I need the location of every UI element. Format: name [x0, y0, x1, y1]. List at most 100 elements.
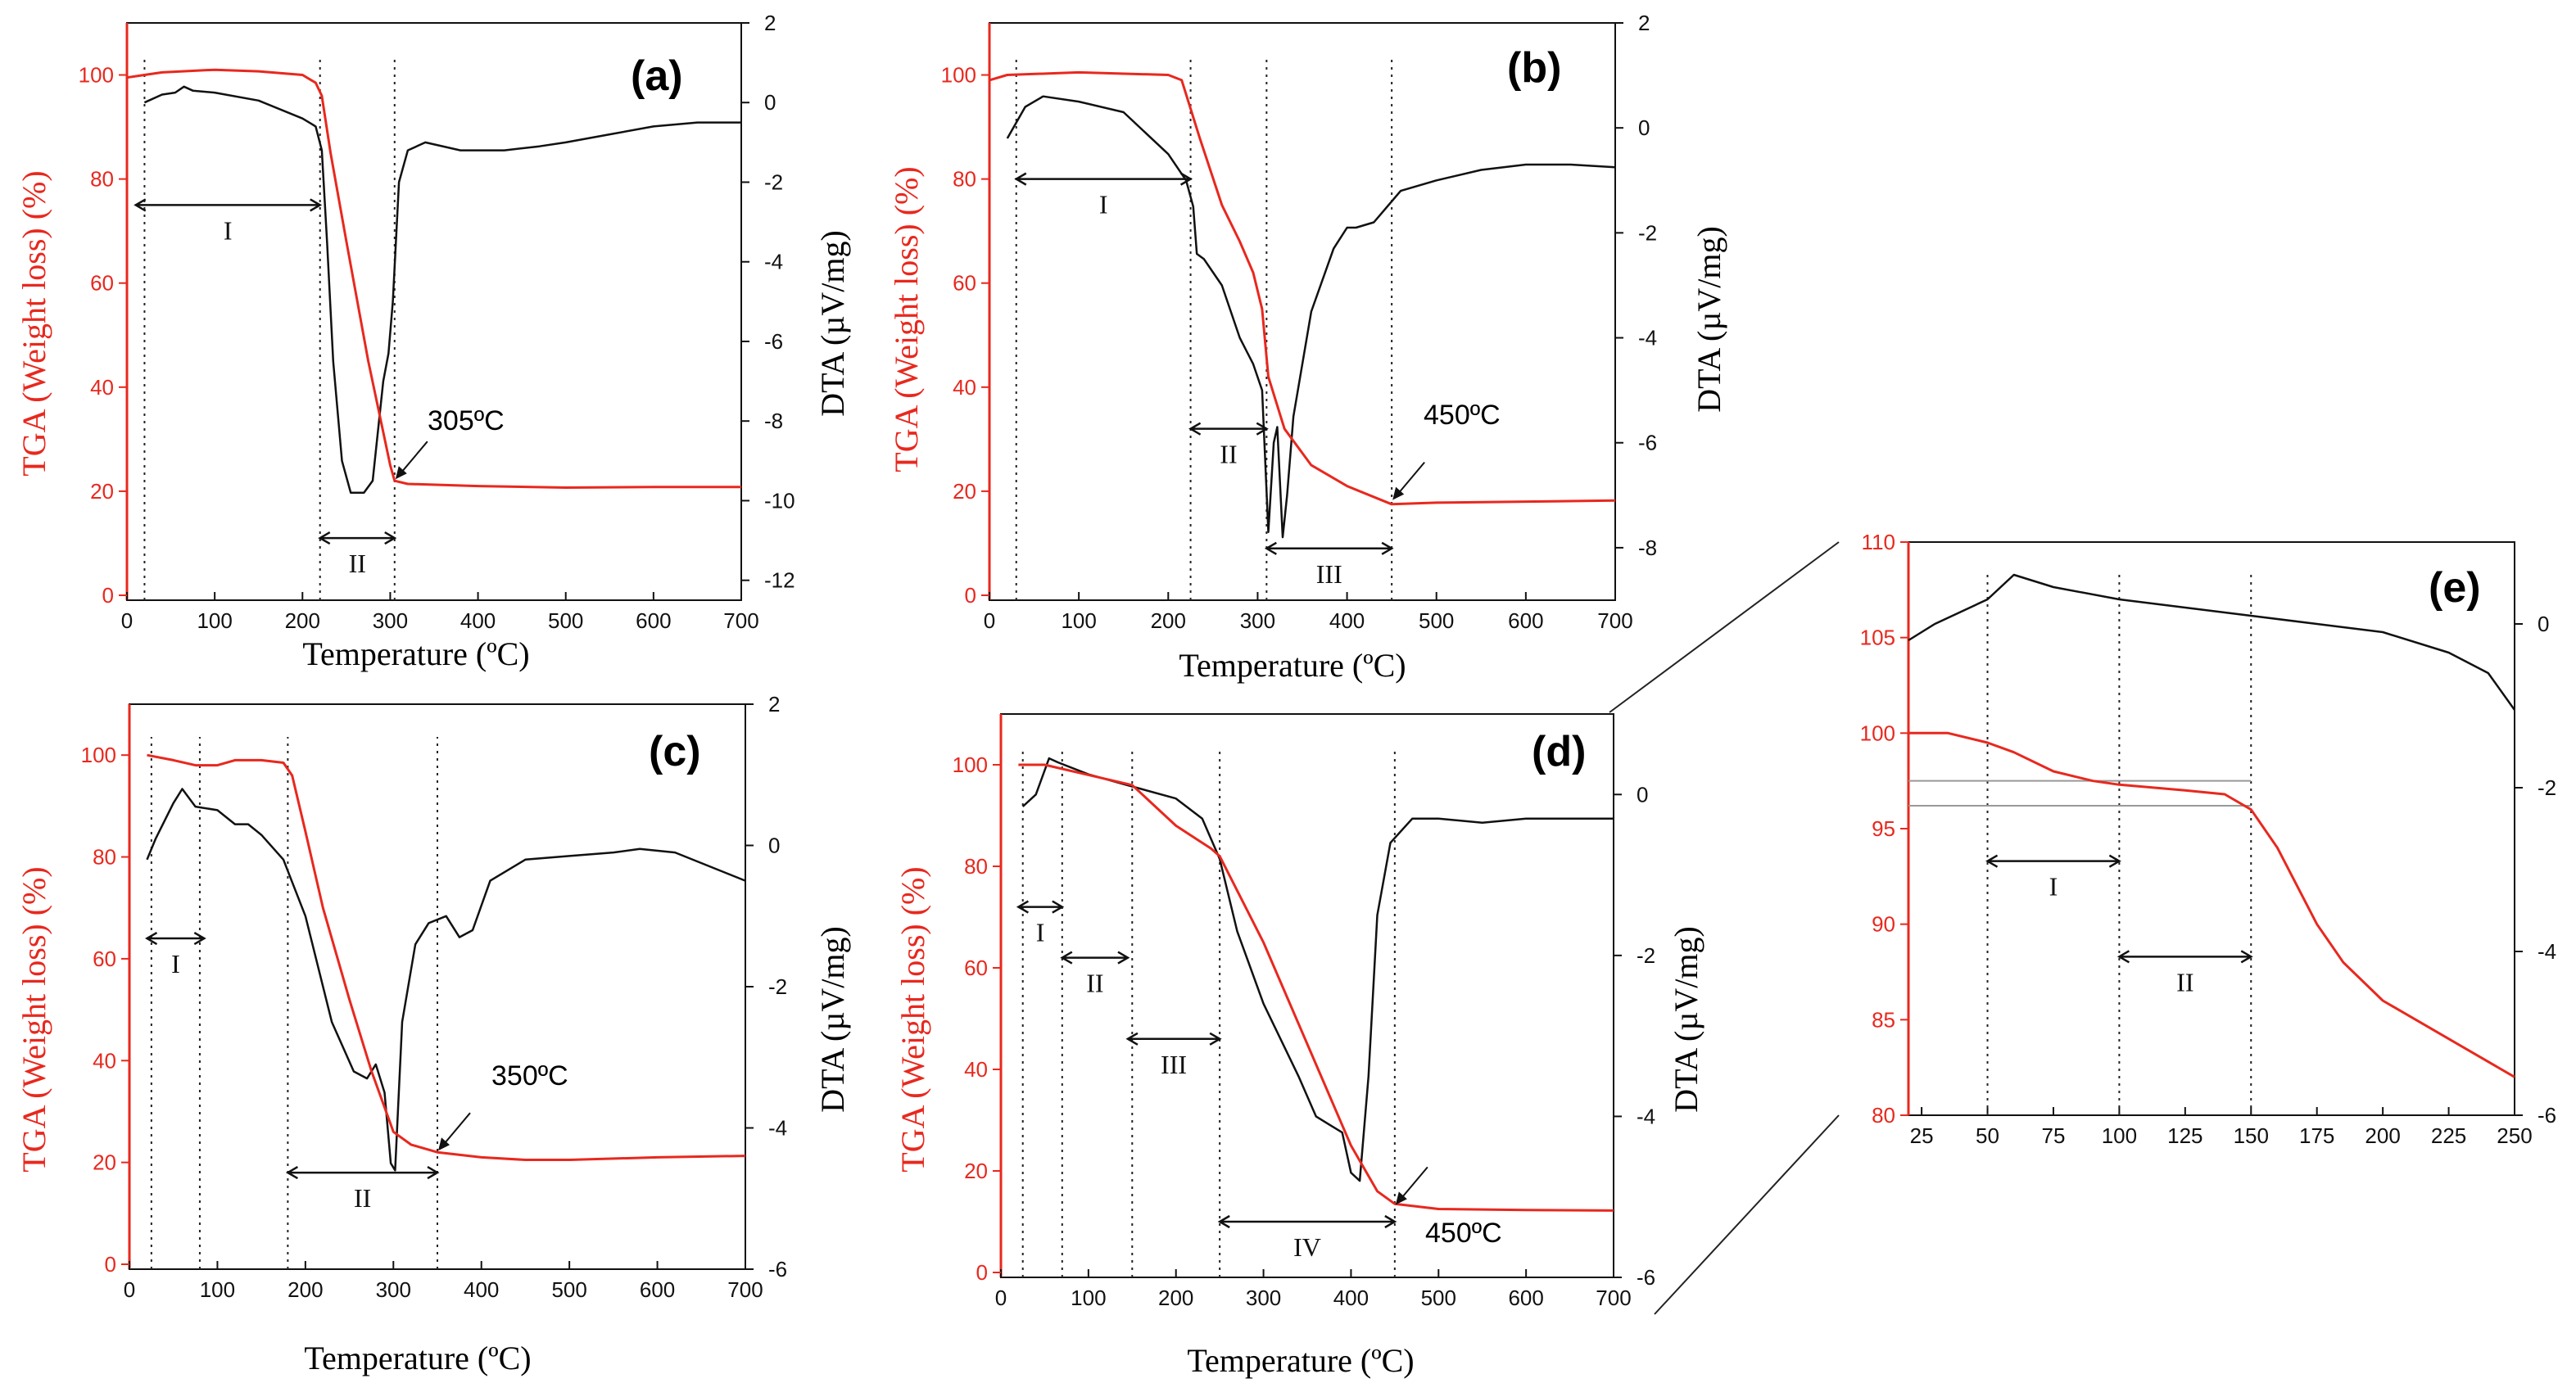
y2-tick-label: 0 — [768, 834, 780, 858]
y-tick-label: 20 — [964, 1159, 988, 1183]
y2-tick-label: -2 — [1638, 220, 1657, 245]
x-tick-label: 700 — [1597, 608, 1632, 633]
y2-tick-label: 2 — [764, 11, 776, 35]
y-tick-label: 100 — [941, 63, 976, 88]
y-tick-label: 40 — [964, 1057, 988, 1082]
annotation-arrowhead — [438, 1137, 450, 1151]
y2-tick-label: -6 — [768, 1257, 787, 1281]
x-tick-label: 400 — [1333, 1286, 1369, 1310]
y2-tick-label: 2 — [1638, 11, 1650, 35]
x-tick-label: 100 — [197, 608, 232, 633]
region-arrow — [318, 531, 397, 545]
y2-tick-label: -6 — [2538, 1103, 2556, 1128]
x-tick-label: 225 — [2431, 1123, 2466, 1148]
region-label: II — [1086, 969, 1103, 998]
region-label: II — [2176, 967, 2193, 997]
y-tick-label: 85 — [1872, 1007, 1895, 1032]
y-tick-label: 0 — [965, 583, 976, 608]
dta-axis-label: DTA (µV/mg) — [814, 926, 851, 1113]
y-tick-label: 100 — [79, 63, 114, 88]
y-tick-label: 60 — [964, 956, 988, 980]
y-tick-label: 100 — [953, 752, 988, 777]
region-label: IV — [1293, 1232, 1321, 1262]
x-tick-label: 200 — [1151, 608, 1186, 633]
y-tick-label: 80 — [90, 167, 114, 192]
region-label: I — [1099, 190, 1108, 219]
x-tick-label: 400 — [1329, 608, 1365, 633]
x-tick-label: 100 — [2102, 1123, 2137, 1148]
y-tick-label: 60 — [953, 271, 976, 296]
x-tick-label: 0 — [121, 608, 133, 633]
y2-tick-label: -4 — [764, 250, 783, 274]
y2-tick-label: -2 — [764, 169, 783, 194]
zoom-line-bottom — [1654, 1114, 1840, 1315]
y-tick-label: 40 — [953, 375, 976, 400]
region-arrow — [1016, 900, 1065, 914]
region-arrow — [1014, 172, 1193, 186]
x-tick-label: 300 — [1240, 608, 1275, 633]
panel-a: (a) Temperature (ºC) TGA (Weight loss) (… — [16, 11, 851, 672]
y-tick-label: 0 — [105, 1252, 116, 1277]
x-axis-label: Temperature (ºC) — [1187, 1342, 1414, 1379]
y2-tick-label: -10 — [764, 488, 795, 513]
y2-tick-label: -6 — [1638, 431, 1657, 455]
region-arrow — [1217, 1214, 1397, 1229]
x-tick-label: 200 — [287, 1277, 323, 1302]
x-tick-label: 150 — [2234, 1123, 2269, 1148]
x-tick-label: 0 — [995, 1286, 1007, 1310]
x-tick-label: 50 — [1976, 1123, 1999, 1148]
dta-axis-label: DTA (µV/mg) — [1691, 226, 1727, 413]
x-tick-label: 500 — [1421, 1286, 1456, 1310]
panel-label: (c) — [649, 728, 701, 775]
region-label: I — [2049, 872, 2058, 902]
x-tick-label: 500 — [548, 608, 583, 633]
dta-axis-label: DTA (µV/mg) — [1668, 926, 1705, 1113]
y-tick-label: 100 — [1860, 721, 1895, 745]
panel-b: (b) Temperature (ºC) TGA (Weight loss) (… — [888, 11, 1727, 684]
annotation-arrowhead — [1395, 1191, 1407, 1205]
x-tick-label: 600 — [640, 1277, 675, 1302]
y2-tick-label: 0 — [764, 90, 776, 115]
x-tick-label: 600 — [1508, 608, 1543, 633]
y2-tick-label: -2 — [2538, 775, 2556, 800]
x-tick-label: 700 — [1596, 1286, 1631, 1310]
y-tick-label: 20 — [953, 479, 976, 504]
x-tick-label: 500 — [551, 1277, 586, 1302]
y2-tick-label: -4 — [1637, 1104, 1655, 1128]
region-arrow — [2116, 950, 2253, 964]
x-tick-label: 100 — [1071, 1286, 1106, 1310]
tga-series-line — [126, 68, 741, 489]
region-label: III — [1161, 1050, 1187, 1079]
region-arrow — [1264, 541, 1394, 555]
region-arrow — [285, 1165, 440, 1180]
x-tick-label: 300 — [376, 1277, 411, 1302]
region-arrow — [1060, 951, 1130, 965]
y-tick-label: 20 — [90, 479, 114, 504]
dta-axis-label: DTA (µV/mg) — [814, 230, 851, 417]
x-tick-label: 75 — [2041, 1123, 2065, 1148]
tga-series-line — [1908, 731, 2515, 1078]
y2-tick-label: -4 — [768, 1116, 787, 1141]
panel-label: (e) — [2429, 564, 2481, 612]
y-tick-label: 40 — [90, 375, 114, 400]
y2-tick-label: -6 — [1637, 1265, 1655, 1290]
tga-series-line — [989, 70, 1616, 506]
x-tick-label: 200 — [2365, 1123, 2400, 1148]
y-tick-label: 0 — [102, 583, 114, 608]
y-tick-label: 20 — [93, 1150, 116, 1175]
region-arrow — [1188, 422, 1269, 436]
panel-d: (d) Temperature (ºC) TGA (Weight loss) (… — [894, 713, 1705, 1379]
x-tick-label: 0 — [984, 608, 995, 633]
x-tick-label: 175 — [2299, 1123, 2334, 1148]
x-tick-label: 250 — [2497, 1123, 2532, 1148]
temperature-annotation: 450ºC — [1425, 1218, 1502, 1249]
y2-tick-label: 0 — [2538, 612, 2549, 636]
y-tick-label: 80 — [1872, 1103, 1895, 1128]
y2-tick-label: -4 — [1638, 326, 1657, 350]
annotation-arrowhead — [1392, 486, 1405, 500]
y2-tick-label: 0 — [1637, 782, 1648, 807]
panel-e: (e) 25 50 75 100 125 150 175 200 225 250 80 85 90 95 1… — [1860, 530, 2557, 1148]
region-label: II — [354, 1183, 371, 1213]
y-tick-label: 60 — [90, 271, 114, 296]
